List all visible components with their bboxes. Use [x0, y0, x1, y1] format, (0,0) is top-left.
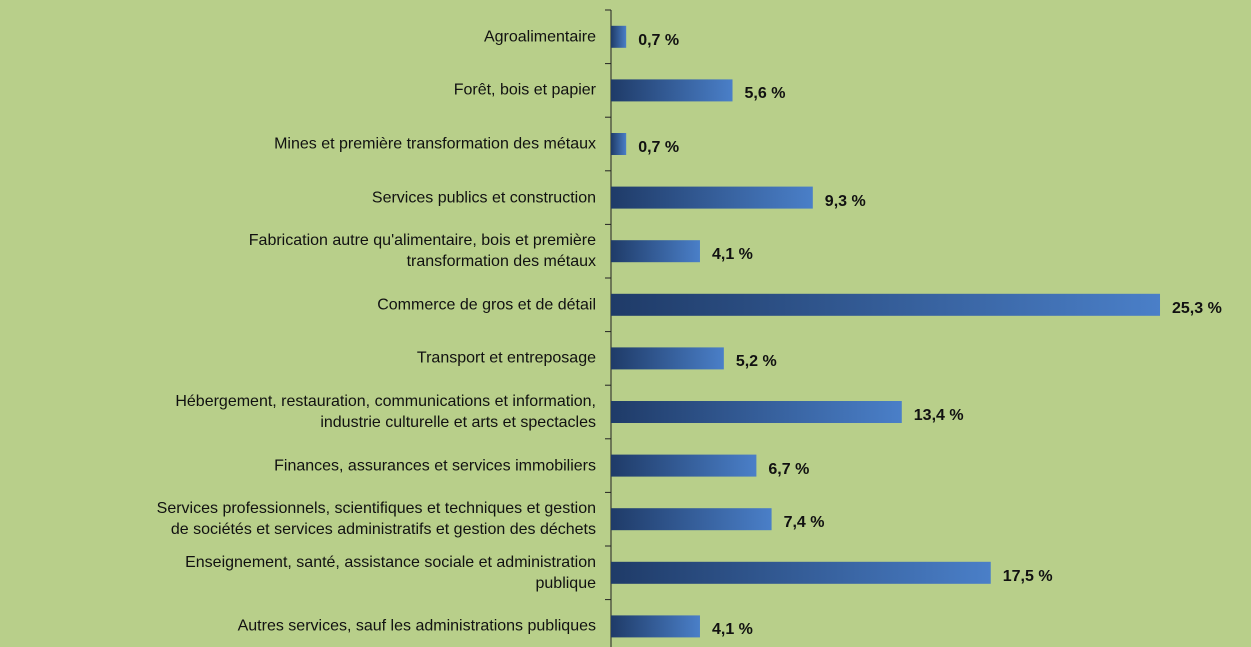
bar	[611, 293, 1161, 316]
bar	[611, 133, 627, 155]
y-tick-label: Services publics et construction	[371, 189, 596, 207]
y-tick-label: Agroalimentaire	[483, 28, 596, 46]
data-label: 5,6 %	[744, 85, 786, 103]
data-label: 6,7 %	[768, 460, 810, 478]
bar	[611, 347, 724, 370]
bar	[611, 240, 700, 263]
y-tick-label: Autres services, sauf les administration…	[237, 617, 596, 635]
bar	[611, 615, 700, 638]
data-label: 13,4 %	[913, 407, 964, 424]
data-label: 5,2 %	[735, 353, 777, 371]
y-tick-label: Transport et entreposage	[416, 349, 596, 367]
y-tick-label: Enseignement, santé, assistance sociale …	[185, 553, 596, 592]
data-label: 4,1 %	[711, 621, 753, 639]
bar	[611, 79, 733, 102]
y-tick-label: Commerce de gros et de détail	[377, 296, 596, 314]
y-tick-label: Fabrication autre qu'alimentaire, bois e…	[248, 232, 596, 271]
bar	[611, 454, 757, 477]
y-tick-label: Finances, assurances et services immobil…	[274, 457, 596, 475]
data-label: 25,3 %	[1172, 299, 1222, 317]
data-label: 17,5 %	[1002, 567, 1053, 585]
data-label: 0,7 %	[638, 31, 680, 49]
y-tick-label: Mines et première transformation des mét…	[274, 135, 596, 153]
bar	[611, 401, 902, 423]
y-tick-label: Hébergement, restauration, communication…	[175, 393, 596, 431]
data-label: 4,1 %	[711, 246, 753, 264]
data-label: 0,7 %	[638, 139, 680, 156]
bar	[611, 561, 991, 584]
bar	[611, 186, 813, 209]
y-tick-label: Services professionnels, scientifiques e…	[156, 500, 596, 539]
bar	[611, 508, 772, 531]
y-tick-label: Forêt, bois et papier	[453, 81, 596, 99]
data-label: 7,4 %	[783, 514, 825, 532]
bar	[611, 25, 627, 48]
data-label: 9,3 %	[824, 192, 866, 210]
